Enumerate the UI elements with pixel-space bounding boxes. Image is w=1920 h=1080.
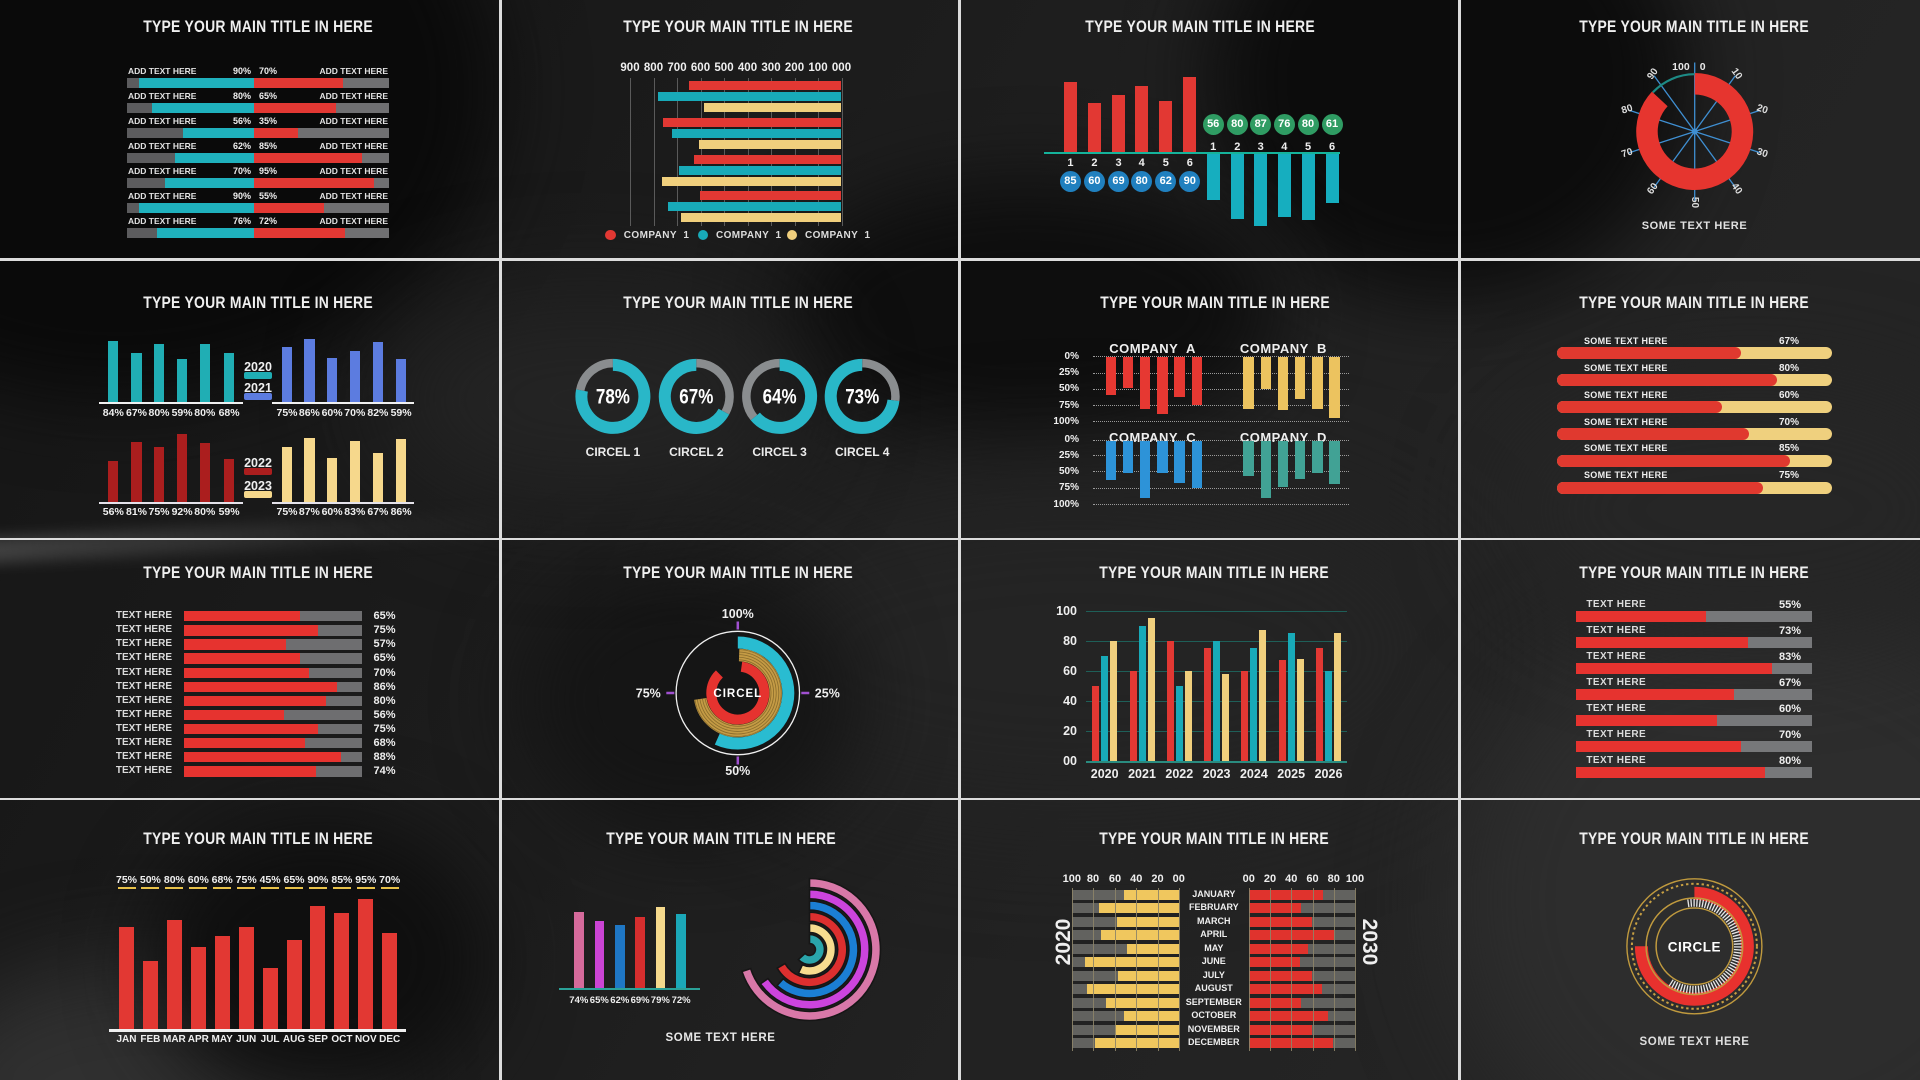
svg-text:50: 50 <box>1689 197 1700 209</box>
svg-text:40: 40 <box>1729 181 1745 197</box>
svg-text:CIRCEL: CIRCEL <box>713 688 762 700</box>
svg-text:60: 60 <box>1645 181 1661 197</box>
svg-text:CIRCEL 4: CIRCEL 4 <box>835 445 890 459</box>
svg-text:50%: 50% <box>725 764 750 778</box>
svg-text:75%: 75% <box>636 687 661 701</box>
svg-text:CIRCEL 3: CIRCEL 3 <box>752 445 807 459</box>
svg-text:70: 70 <box>1620 146 1634 160</box>
svg-text:64%: 64% <box>763 386 797 409</box>
svg-text:73%: 73% <box>845 386 879 409</box>
svg-text:78%: 78% <box>596 386 630 409</box>
svg-text:0: 0 <box>1700 61 1706 73</box>
svg-text:20: 20 <box>1755 103 1769 117</box>
svg-text:100: 100 <box>1672 61 1690 73</box>
svg-text:67%: 67% <box>679 386 713 409</box>
svg-text:CIRCLE: CIRCLE <box>1668 939 1721 954</box>
svg-text:CIRCEL 2: CIRCEL 2 <box>669 445 724 459</box>
svg-text:CIRCEL 1: CIRCEL 1 <box>586 445 641 459</box>
svg-text:10: 10 <box>1729 66 1745 82</box>
svg-text:30: 30 <box>1755 146 1769 160</box>
svg-text:90: 90 <box>1645 66 1661 82</box>
svg-text:80: 80 <box>1620 103 1634 117</box>
svg-text:100%: 100% <box>722 607 754 621</box>
svg-text:25%: 25% <box>815 687 840 701</box>
